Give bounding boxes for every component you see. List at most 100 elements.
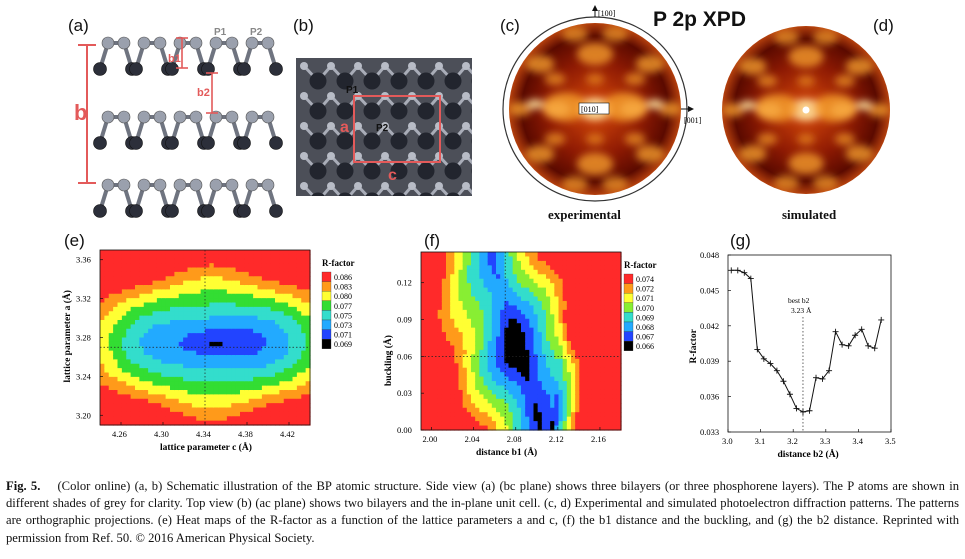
p-atom-dark (93, 62, 107, 76)
panel-f-heatmap: 2.00 2.04 2.08 2.12 2.16 0.00 0.03 0.06 0.09 0.12… (382, 251, 656, 458)
p-atom-light (354, 122, 362, 130)
p-atom-light (462, 122, 470, 130)
legend-swatch (623, 331, 634, 342)
p-atom-dark (269, 204, 283, 218)
best-annotation-line1: best b2 (788, 296, 810, 305)
p-atom-dark (363, 132, 381, 150)
p-atom-light (101, 36, 115, 50)
x-axis-label: lattice parameter c (Å) (160, 441, 252, 453)
p-atom-dark (165, 204, 179, 218)
p-atom-light (462, 62, 470, 70)
y-tick-label: 0.042 (700, 321, 719, 331)
p-atom-light (153, 110, 167, 124)
p-atom-dark (471, 108, 472, 114)
x-tick-label: 4.34 (196, 429, 212, 439)
legend-swatch (321, 319, 332, 330)
x-tick-label: 2.08 (507, 434, 522, 444)
p-atom-dark (269, 62, 283, 76)
legend-value: 0.074 (636, 275, 654, 284)
x-tick-label: 4.38 (238, 429, 253, 439)
p-atom-light (225, 178, 239, 192)
p-atom-light (327, 182, 335, 190)
lattice-c-label: c (388, 167, 397, 184)
p-atom-dark (311, 192, 325, 196)
y-axis-label: R-factor (689, 328, 699, 363)
data-point (819, 375, 826, 382)
y-axis-label: lattice parameter a (Å) (61, 290, 73, 382)
x-tick-label: 3.3 (820, 436, 831, 446)
data-point (839, 341, 846, 348)
p-atom-dark (237, 136, 251, 150)
p-atom-light (153, 36, 167, 50)
p-atom-dark (417, 72, 435, 90)
p-atom-dark (237, 204, 251, 218)
p-atom-light (117, 178, 131, 192)
p-atom-dark (129, 62, 143, 76)
p-atom-dark (165, 62, 179, 76)
legend-swatch (623, 293, 634, 303)
simulated-label: simulated (782, 207, 837, 222)
p-atom-dark (336, 132, 354, 150)
data-point (865, 342, 872, 349)
legend-swatch (623, 302, 634, 313)
data-point (741, 269, 748, 276)
data-point (845, 342, 852, 349)
p-atom-light (153, 178, 167, 192)
panel-d-label: (d) (873, 16, 894, 35)
p-atom-dark (444, 132, 462, 150)
legend-value: 0.070 (636, 304, 654, 313)
legend-value: 0.068 (636, 323, 654, 332)
p-atom-dark (419, 192, 433, 196)
x-tick-label: 4.30 (154, 429, 169, 439)
p-atom-light (261, 178, 275, 192)
p-atom-light (245, 36, 259, 50)
y-tick-label: 3.28 (76, 333, 91, 343)
legend-swatch (321, 271, 332, 282)
legend-value: 0.077 (334, 302, 352, 311)
p-atom-dark (471, 78, 472, 84)
lattice-a-label: a (340, 119, 349, 136)
x-tick-label: 2.12 (549, 434, 564, 444)
p-atom-dark (129, 136, 143, 150)
legend-swatch (623, 321, 634, 332)
p-atom-dark (309, 72, 327, 90)
p-atom-dark (390, 162, 408, 180)
p-atom-light (381, 62, 389, 70)
p-atom-light (173, 36, 187, 50)
x-tick-label: 2.16 (591, 434, 606, 444)
data-point (832, 328, 839, 335)
p-atom-light (137, 36, 151, 50)
p-atom-light (189, 110, 203, 124)
p-atom-dark (390, 132, 408, 150)
p-atom-dark (365, 192, 379, 196)
legend-swatch (623, 312, 634, 323)
panel-g-linechart: 3.0 3.1 3.2 3.3 3.4 3.5 0.033 0.036 0.039 0.042 0.… (689, 250, 896, 460)
panel-c-xpd: [100] [001] [010] (502, 5, 702, 202)
data-point (813, 374, 820, 381)
xpd-title: P 2p XPD (653, 8, 746, 31)
dir-100: [100] (598, 9, 616, 18)
p-atom-light (225, 36, 239, 50)
p-atom-light (300, 122, 308, 130)
y-tick-label: 3.20 (76, 410, 91, 420)
p-atom-light (408, 62, 416, 70)
p-atom-dark (417, 102, 435, 120)
p-atom-light (117, 110, 131, 124)
data-point (878, 316, 885, 323)
legend-swatch (623, 273, 634, 284)
p-atom-light (435, 182, 443, 190)
y-axis-label: buckling (Å) (382, 335, 394, 386)
data-point (799, 408, 806, 415)
dir-001: [001] (684, 116, 702, 125)
p-atom-light (300, 62, 308, 70)
legend-value: 0.072 (636, 285, 654, 294)
legend-value: 0.080 (334, 292, 352, 301)
p-atom-dark (338, 192, 352, 196)
data-point (793, 405, 800, 412)
p-atom-light (209, 110, 223, 124)
data-point (852, 332, 859, 339)
legend-value: 0.069 (334, 340, 352, 349)
p-atom-dark (336, 162, 354, 180)
p-atom-dark (363, 72, 381, 90)
data-point (747, 275, 754, 282)
